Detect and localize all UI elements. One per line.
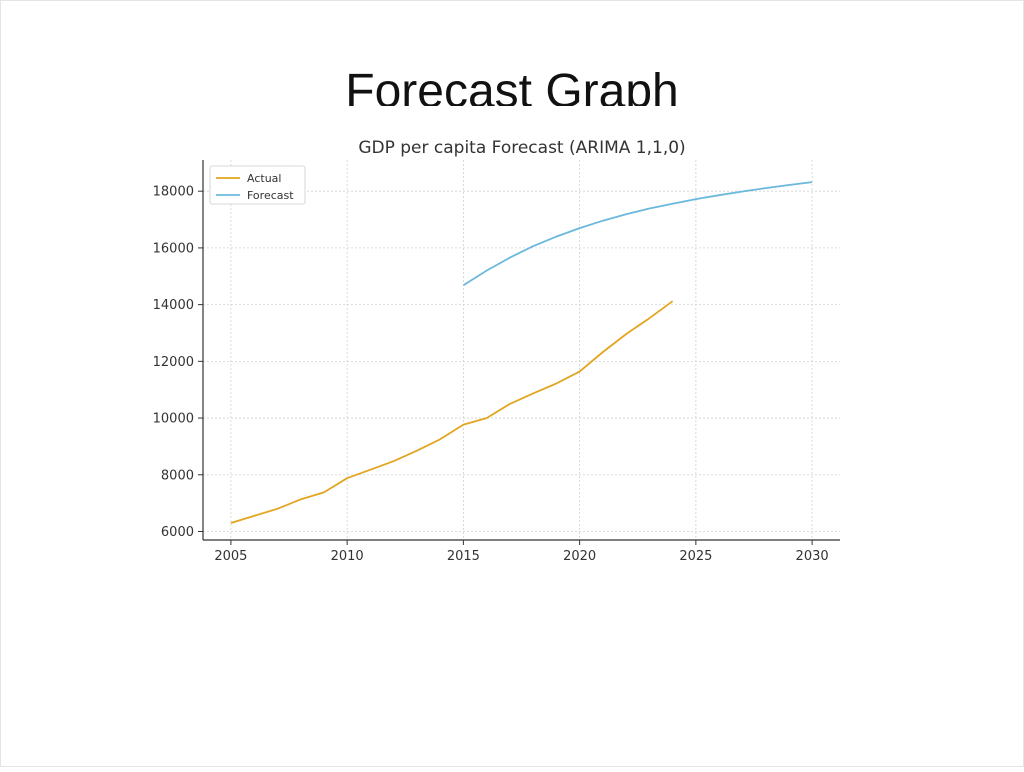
y-tick-label: 12000 [153, 355, 194, 370]
legend-label: Actual [247, 172, 281, 185]
x-tick-label: 2025 [679, 549, 712, 564]
x-tick-label: 2030 [796, 549, 829, 564]
slide-title: Forecast Graph [345, 65, 679, 106]
y-tick-label: 10000 [153, 412, 194, 427]
x-tick-label: 2010 [331, 549, 364, 564]
series [230, 181, 813, 524]
series-line-actual [230, 300, 674, 524]
y-tick-label: 18000 [153, 185, 194, 200]
x-tick-label: 2015 [447, 549, 480, 564]
series-line-forecast [462, 181, 813, 287]
chart-title: GDP per capita Forecast (ARIMA 1,1,0) [358, 138, 685, 158]
x-tick-label: 2005 [214, 549, 247, 564]
grid [203, 160, 840, 540]
y-tick-label: 6000 [161, 525, 194, 540]
legend: Actual Forecast [209, 165, 306, 205]
y-tick-label: 16000 [153, 241, 194, 256]
axes: 2005 2010 2015 2020 2025 2030 6000 8000 10000 120… [153, 160, 840, 564]
x-tick-label: 2020 [563, 549, 596, 564]
y-tick-label: 14000 [153, 298, 194, 313]
y-tick-label: 8000 [161, 468, 194, 483]
legend-label: Forecast [247, 189, 294, 202]
